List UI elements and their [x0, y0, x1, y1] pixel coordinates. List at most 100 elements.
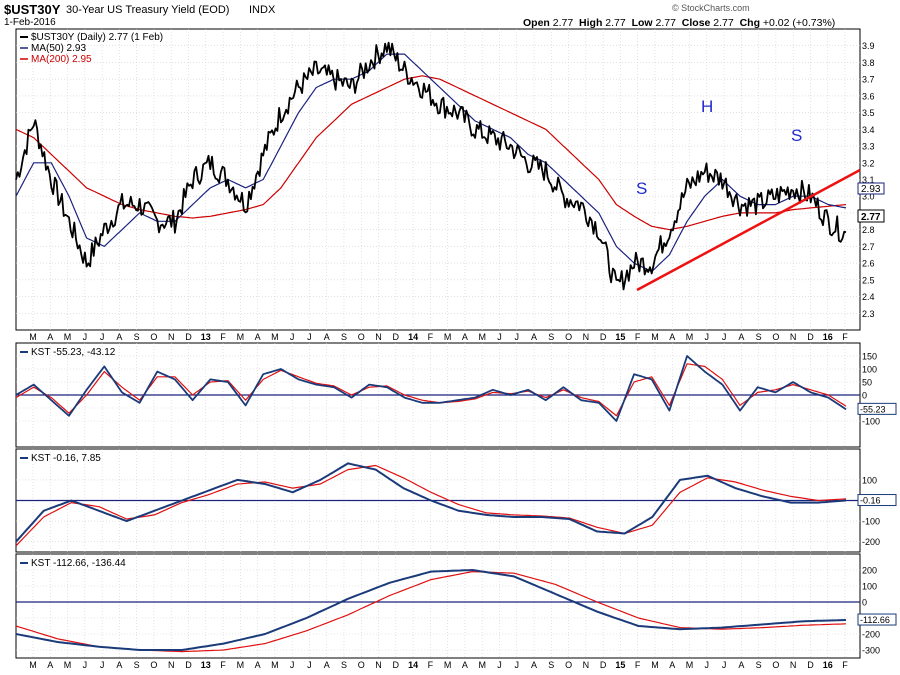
xaxis-month-label: D: [393, 332, 400, 342]
xaxis-month-label: D: [393, 660, 400, 670]
kst3-ytick: 200: [862, 566, 877, 576]
xaxis-month-label: O: [565, 660, 572, 670]
xaxis-month-label: A: [462, 660, 468, 670]
xaxis-month-label: O: [150, 332, 157, 342]
price-legend: $UST30Y (Daily) 2.77 (1 Feb) MA(50) 2.93…: [20, 32, 163, 65]
xaxis-month-label: J: [290, 660, 295, 670]
xaxis-month-label: 14: [408, 660, 418, 670]
ohlc-readout: Open 2.77 High 2.77 Low 2.77 Close 2.77 …: [523, 17, 836, 29]
kst3-legend: KST -112.66, -136.44: [20, 558, 126, 569]
xaxis-month-label: F: [220, 332, 226, 342]
xaxis-month-label: D: [600, 332, 607, 342]
xaxis-month-label: J: [722, 332, 727, 342]
chart-date: 1-Feb-2016: [4, 17, 56, 28]
xaxis-month-label: M: [271, 332, 279, 342]
kst3-signal-line: [15, 570, 847, 653]
price-ytick: 3.6: [862, 91, 875, 101]
xaxis-month-label: N: [168, 332, 175, 342]
watermark: © StockCharts.com: [672, 3, 750, 13]
xaxis-month-label: M: [237, 332, 245, 342]
neckline-trendline: [636, 168, 861, 292]
xaxis-month-label: 16: [823, 332, 833, 342]
xaxis-month-label: S: [134, 660, 140, 670]
xaxis-month-label: S: [756, 332, 762, 342]
xaxis-month-label: J: [307, 660, 312, 670]
price-ytick: 3.5: [862, 108, 875, 118]
xaxis-month-label: J: [514, 660, 519, 670]
legend-ma200: MA(200) 2.95: [31, 54, 92, 65]
xaxis-month-label: 13: [201, 660, 211, 670]
kst1-ytick: 150: [862, 352, 877, 362]
xaxis-month-label: J: [705, 332, 710, 342]
price-ytick: 3.3: [862, 142, 875, 152]
price-ytick: 2.5: [862, 275, 875, 285]
kst1-ytick: 50: [862, 378, 872, 388]
price-value-text: 2.77: [861, 212, 881, 223]
price-ytick: 2.4: [862, 292, 875, 302]
kst3-ytick: -200: [862, 630, 880, 640]
xaxis-month-label: J: [100, 332, 105, 342]
xaxis-month-label: A: [255, 332, 261, 342]
xaxis-month-label: F: [428, 660, 434, 670]
xaxis-month-label: S: [341, 660, 347, 670]
chart-description: 30-Year US Treasury Yield (EOD): [66, 4, 230, 16]
xaxis-month-label: F: [220, 660, 226, 670]
xaxis-month-label: J: [100, 660, 105, 670]
xaxis-month-label: J: [83, 332, 88, 342]
ma-value-text: 2.93: [861, 184, 881, 195]
xaxis-month-label: A: [669, 332, 675, 342]
xaxis-month-label: 13: [201, 332, 211, 342]
xaxis-month-label: J: [514, 332, 519, 342]
xaxis-month-label: M: [64, 660, 72, 670]
kst3-label: KST -112.66, -136.44: [31, 558, 126, 569]
kst2-signal-line: [15, 464, 847, 547]
xaxis-month-label: M: [29, 660, 37, 670]
exchange-label: INDX: [249, 4, 276, 16]
xaxis-month-label: A: [324, 332, 330, 342]
xaxis-month-label: F: [635, 332, 641, 342]
xaxis-month-label: F: [428, 332, 434, 342]
price-ytick: 2.8: [862, 225, 875, 235]
price-ytick: 2.3: [862, 309, 875, 319]
xaxis-month-label: 16: [823, 660, 833, 670]
price-line: [15, 41, 847, 291]
kst1-ytick: 0: [862, 391, 867, 401]
xaxis-month-label: M: [237, 660, 245, 670]
xaxis-month-label: J: [307, 332, 312, 342]
pattern-label-right-shoulder: S: [791, 126, 802, 145]
xaxis-month-label: A: [738, 332, 744, 342]
xaxis-month-label: A: [255, 660, 261, 670]
kst1-label: KST -55.23, -43.12: [31, 347, 116, 358]
chart-symbol: $UST30Y: [4, 2, 61, 17]
xaxis-month-label: N: [583, 332, 590, 342]
kst1-ytick: -100: [862, 417, 880, 427]
xaxis-month-label: O: [150, 660, 157, 670]
kst2-ytick: -200: [862, 537, 880, 547]
kst2-ytick: 100: [862, 475, 877, 485]
kst1-legend: KST -55.23, -43.12: [20, 347, 116, 358]
xaxis-month-label: J: [83, 660, 88, 670]
xaxis-month-label: 15: [615, 332, 625, 342]
xaxis-month-label: D: [185, 332, 192, 342]
kst2-value-badge: [857, 494, 897, 507]
xaxis-month-label: N: [168, 660, 175, 670]
xaxis-month-label: A: [116, 660, 122, 670]
xaxis-month-label: M: [651, 332, 659, 342]
xaxis-month-label: S: [548, 332, 554, 342]
kst2-ytick: -100: [862, 517, 880, 527]
kst1-signal-line: [15, 363, 847, 417]
xaxis-month-label: 14: [408, 332, 418, 342]
xaxis-month-label: D: [807, 332, 814, 342]
xaxis-month-label: N: [375, 332, 382, 342]
xaxis-month-label: N: [790, 332, 797, 342]
kst3-line: [15, 569, 847, 651]
xaxis-month-label: 15: [615, 660, 625, 670]
legend-price: $UST30Y (Daily) 2.77 (1 Feb): [31, 32, 163, 43]
xaxis-month-label: A: [47, 660, 53, 670]
xaxis-month-label: N: [790, 660, 797, 670]
xaxis-month-label: M: [271, 660, 279, 670]
xaxis-month-label: D: [600, 660, 607, 670]
pattern-label-left-shoulder: S: [636, 179, 647, 198]
price-ytick: 2.6: [862, 259, 875, 269]
xaxis-month-label: A: [738, 660, 744, 670]
